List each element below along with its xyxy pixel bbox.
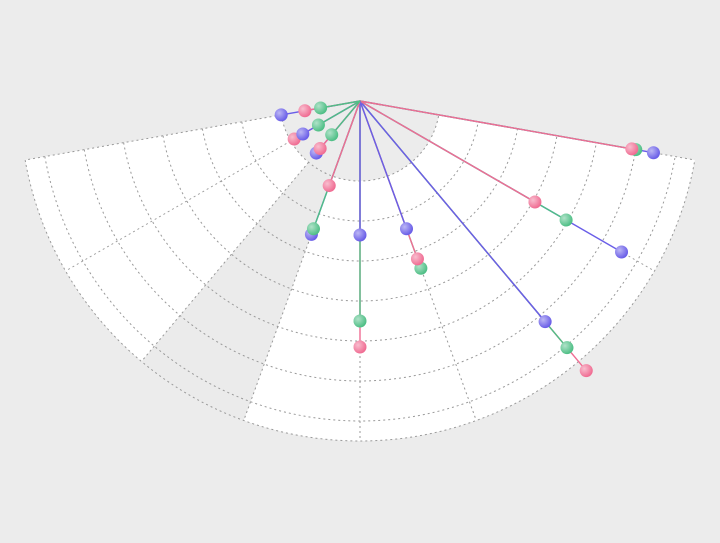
data-point (615, 245, 629, 259)
series-line (359, 100, 546, 323)
series-line (331, 100, 361, 136)
point-shine (298, 104, 312, 118)
data-point (579, 364, 593, 378)
series-line (359, 100, 536, 203)
grid-spoke (25, 114, 282, 161)
point-shine (322, 179, 336, 193)
data-point (353, 314, 367, 328)
series-line (318, 100, 361, 126)
data-point (274, 108, 288, 122)
point-shine (559, 213, 573, 227)
point-shine (314, 101, 328, 115)
grid-ring (83, 149, 637, 382)
data-point (314, 101, 328, 115)
point-shine (528, 195, 542, 209)
point-shine (313, 141, 327, 155)
data-point (538, 315, 552, 329)
point-shine (325, 128, 339, 142)
point-shine (579, 364, 593, 378)
point-shine (625, 142, 639, 156)
point-shine (296, 127, 310, 141)
point-shine (538, 315, 552, 329)
data-point (410, 252, 424, 266)
point-shine (274, 108, 288, 122)
polar-edge (24, 159, 696, 442)
series-line (328, 100, 361, 186)
grid-spoke (243, 176, 334, 421)
data-point (313, 141, 327, 155)
point-shine (353, 340, 367, 354)
series-line (359, 100, 408, 230)
point-shine (306, 222, 320, 236)
grid-ring (44, 156, 676, 422)
data-point (306, 222, 320, 236)
point-shine (560, 341, 574, 355)
data-point (298, 104, 312, 118)
polar-split-area (141, 162, 333, 421)
grid-spoke (65, 140, 291, 272)
series-line (320, 100, 361, 109)
grid-spoke (141, 161, 309, 362)
point-shine (400, 222, 414, 236)
data-point (353, 228, 367, 242)
point-shine (410, 252, 424, 266)
point-shine (615, 245, 629, 259)
point-shine (353, 314, 367, 328)
data-point (322, 179, 336, 193)
data-point (560, 341, 574, 355)
series-line (359, 100, 632, 150)
point-shine (353, 228, 367, 242)
data-point (325, 128, 339, 142)
grid-spoke (386, 176, 477, 421)
grid-ring (162, 135, 558, 302)
data-point (400, 222, 414, 236)
data-point (528, 195, 542, 209)
point-shine (311, 118, 325, 132)
data-point (646, 146, 660, 160)
data-point (311, 118, 325, 132)
data-point (353, 340, 367, 354)
grid-ring (123, 142, 597, 342)
data-point (559, 213, 573, 227)
data-point (296, 127, 310, 141)
point-shine (646, 146, 660, 160)
data-point (625, 142, 639, 156)
